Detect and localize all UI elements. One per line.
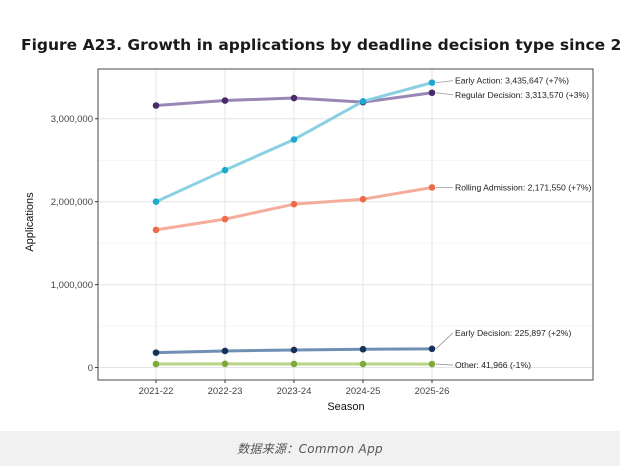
data-point-early-decision — [221, 347, 229, 355]
axes-layer: 0 1,000,000 2,000,000 3,000,000 2021-22 2022-… — [51, 68, 594, 397]
data-point-rolling-admission — [152, 226, 160, 234]
label-leader-line — [435, 363, 454, 366]
label-leader-line — [435, 80, 454, 84]
x-tick-label: 2023-24 — [277, 386, 312, 397]
data-point-early-decision — [290, 346, 298, 354]
series-end-label: Early Decision: 225,897 (+2%) — [455, 328, 571, 338]
series-end-label: Early Action: 3,435,647 (+7%) — [455, 76, 569, 86]
data-point-early-decision — [152, 349, 160, 356]
data-point-early-action — [359, 98, 367, 105]
y-tick-label: 1,000,000 — [51, 280, 93, 291]
data-point-other — [290, 360, 298, 368]
x-tick-label: 2022-23 — [208, 386, 243, 397]
data-point-rolling-admission — [290, 200, 298, 208]
data-point-early-decision — [359, 345, 367, 353]
caption-bar: 数据来源：Common App — [0, 431, 620, 466]
y-axis-title: Applications — [24, 192, 36, 252]
x-tick-label: 2021-22 — [139, 386, 174, 397]
y-tick-label: 0 — [88, 363, 93, 374]
data-point-early-action — [152, 198, 160, 205]
label-leader-line — [435, 332, 454, 350]
source-caption: 数据来源：Common App — [237, 442, 383, 456]
plot-panel-border — [97, 68, 594, 381]
y-tick-label: 3,000,000 — [51, 114, 93, 125]
data-point-regular-decision — [152, 102, 160, 109]
y-tick-label: 2,000,000 — [51, 197, 93, 208]
x-tick-label: 2024-25 — [346, 386, 381, 397]
label-leader-line — [435, 92, 454, 96]
data-point-rolling-admission — [359, 195, 367, 203]
series-end-label: Regular Decision: 3,313,570 (+3%) — [455, 90, 589, 100]
data-point-rolling-admission — [221, 215, 229, 223]
data-point-other — [359, 360, 367, 368]
data-point-early-action — [221, 166, 229, 174]
data-point-early-action — [290, 136, 298, 143]
data-point-early-decision — [428, 345, 436, 353]
points-layer — [152, 79, 436, 368]
series-end-label: Rolling Admission: 2,171,550 (+7%) — [455, 182, 592, 192]
labels-layer: Regular Decision: 3,313,570 (+3%) Early A… — [435, 76, 592, 370]
x-axis-title: Season — [327, 401, 364, 413]
data-point-rolling-admission — [428, 184, 436, 191]
data-point-other — [221, 360, 229, 368]
data-point-regular-decision — [290, 94, 298, 102]
x-tick-label: 2025-26 — [415, 386, 450, 397]
data-point-other — [152, 360, 160, 368]
data-point-regular-decision — [428, 89, 436, 97]
data-point-other — [428, 360, 436, 368]
series-end-label: Other: 41,966 (-1%) — [455, 360, 531, 370]
data-point-early-action — [428, 79, 436, 86]
line-chart: Figure A23. Growth in applications by de… — [21, 36, 620, 413]
chart-title: Figure A23. Growth in applications by de… — [21, 36, 620, 54]
data-point-regular-decision — [221, 97, 229, 104]
